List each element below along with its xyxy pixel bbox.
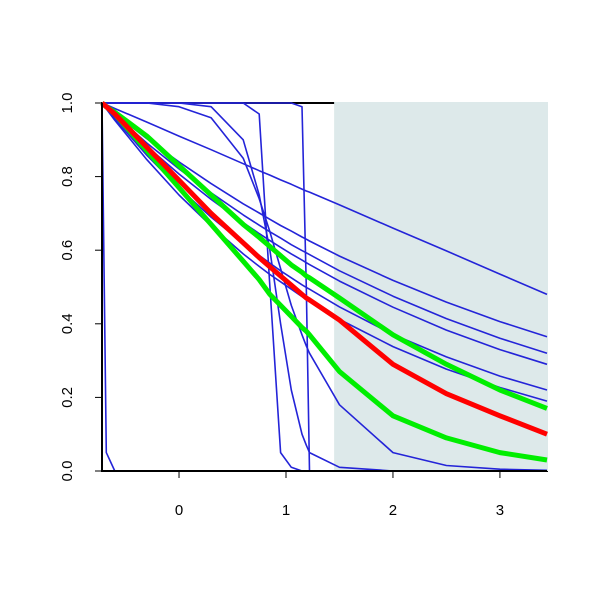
y-tick-label: 0.4 (59, 313, 76, 334)
series-line (101, 102, 548, 354)
series-line (100, 101, 548, 437)
x-tick-label: 3 (496, 502, 504, 519)
x-tick-label: 0 (175, 502, 183, 519)
series-line (100, 101, 548, 463)
y-tick-label: 0.8 (59, 166, 76, 187)
series-line (100, 101, 548, 411)
shaded-region (334, 102, 548, 471)
y-tick-label: 0.2 (59, 387, 76, 408)
x-tick-label: 1 (282, 502, 290, 519)
y-tick-label: 0.0 (59, 461, 76, 482)
y-tick-label: 0.6 (59, 240, 76, 261)
series-line (102, 102, 548, 472)
x-tick-label: 2 (389, 502, 397, 519)
y-tick-label: 1.0 (59, 93, 76, 114)
series-line (101, 102, 548, 296)
series-line (101, 102, 548, 402)
